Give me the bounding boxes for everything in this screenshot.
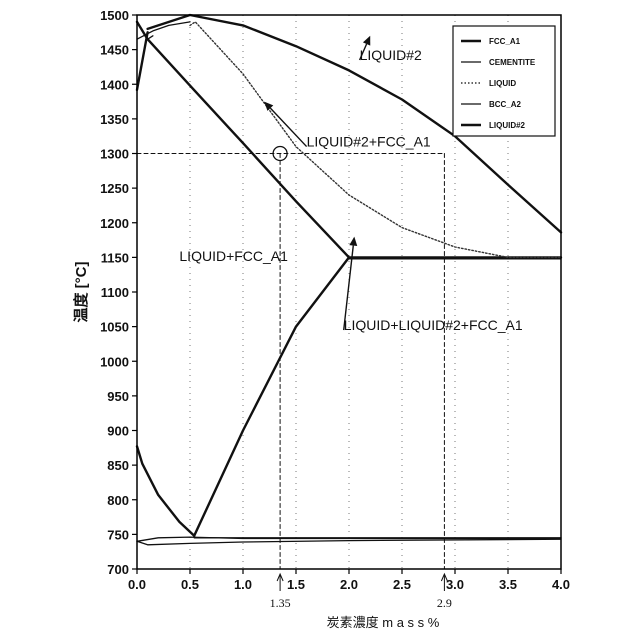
series-line-fcc-a1 bbox=[194, 257, 349, 535]
region-label: LIQUID+FCC_A1 bbox=[179, 248, 288, 264]
guide-lines bbox=[137, 154, 444, 570]
legend: FCC_A1 CEMENTITE LIQUID BCC_A2 LIQUID#2 bbox=[453, 26, 555, 136]
x-tick-label: 4.0 bbox=[552, 577, 570, 592]
y-tick-label: 1300 bbox=[100, 147, 129, 162]
region-label: LIQUID+LIQUID#2+FCC_A1 bbox=[344, 317, 523, 333]
y-axis-label: 温度 [°C] bbox=[72, 262, 90, 323]
y-tick-label: 850 bbox=[107, 458, 129, 473]
x-tick-label: 2.0 bbox=[340, 577, 358, 592]
y-tick-label: 1350 bbox=[100, 112, 129, 127]
x-tick-label: 3.0 bbox=[446, 577, 464, 592]
x-axis-label: 炭素濃度 m a s s % bbox=[327, 615, 440, 630]
y-tick-label: 1150 bbox=[101, 250, 129, 265]
legend-label: FCC_A1 bbox=[489, 37, 521, 46]
y-tick-label: 1500 bbox=[100, 8, 129, 23]
region-label: LIQUID#2+FCC_A1 bbox=[307, 134, 431, 150]
y-tick-label: 1050 bbox=[100, 320, 129, 335]
series-line-fcc-a1 bbox=[137, 446, 194, 535]
y-tick-label: 1200 bbox=[100, 216, 129, 231]
x-tick-label: 0.5 bbox=[181, 577, 199, 592]
legend-label: LIQUID#2 bbox=[489, 121, 526, 130]
legend-label: LIQUID bbox=[489, 79, 516, 88]
legend-label: CEMENTITE bbox=[489, 58, 536, 67]
y-tick-label: 1400 bbox=[100, 77, 129, 92]
region-label: LIQUID#2 bbox=[360, 47, 422, 63]
y-tick-label: 750 bbox=[107, 527, 129, 542]
x-tick-label: 1.0 bbox=[234, 577, 252, 592]
x-tick-label: 2.5 bbox=[393, 577, 411, 592]
x-tick-label: 0.0 bbox=[128, 577, 146, 592]
x-tick-label: 3.5 bbox=[499, 577, 517, 592]
annotation-arrow-shaft bbox=[270, 108, 306, 146]
legend-label: BCC_A2 bbox=[489, 100, 522, 109]
y-tick-label: 1000 bbox=[100, 354, 129, 369]
y-tick-label: 900 bbox=[107, 424, 129, 439]
y-tick-label: 1100 bbox=[101, 285, 129, 300]
y-tick-label: 1250 bbox=[100, 181, 129, 196]
x-marker-label: 2.9 bbox=[437, 596, 452, 610]
series-line-liquid-2 bbox=[148, 36, 153, 39]
annotation-arrowhead bbox=[349, 237, 357, 246]
y-tick-label: 1450 bbox=[100, 43, 129, 58]
y-tick-label: 700 bbox=[107, 562, 129, 577]
y-tick-label: 950 bbox=[107, 389, 129, 404]
x-tick-label: 1.5 bbox=[287, 577, 305, 592]
y-tick-label: 800 bbox=[107, 493, 129, 508]
x-marker-label: 1.35 bbox=[270, 596, 291, 610]
series-line-fcc-a1 bbox=[137, 32, 148, 90]
